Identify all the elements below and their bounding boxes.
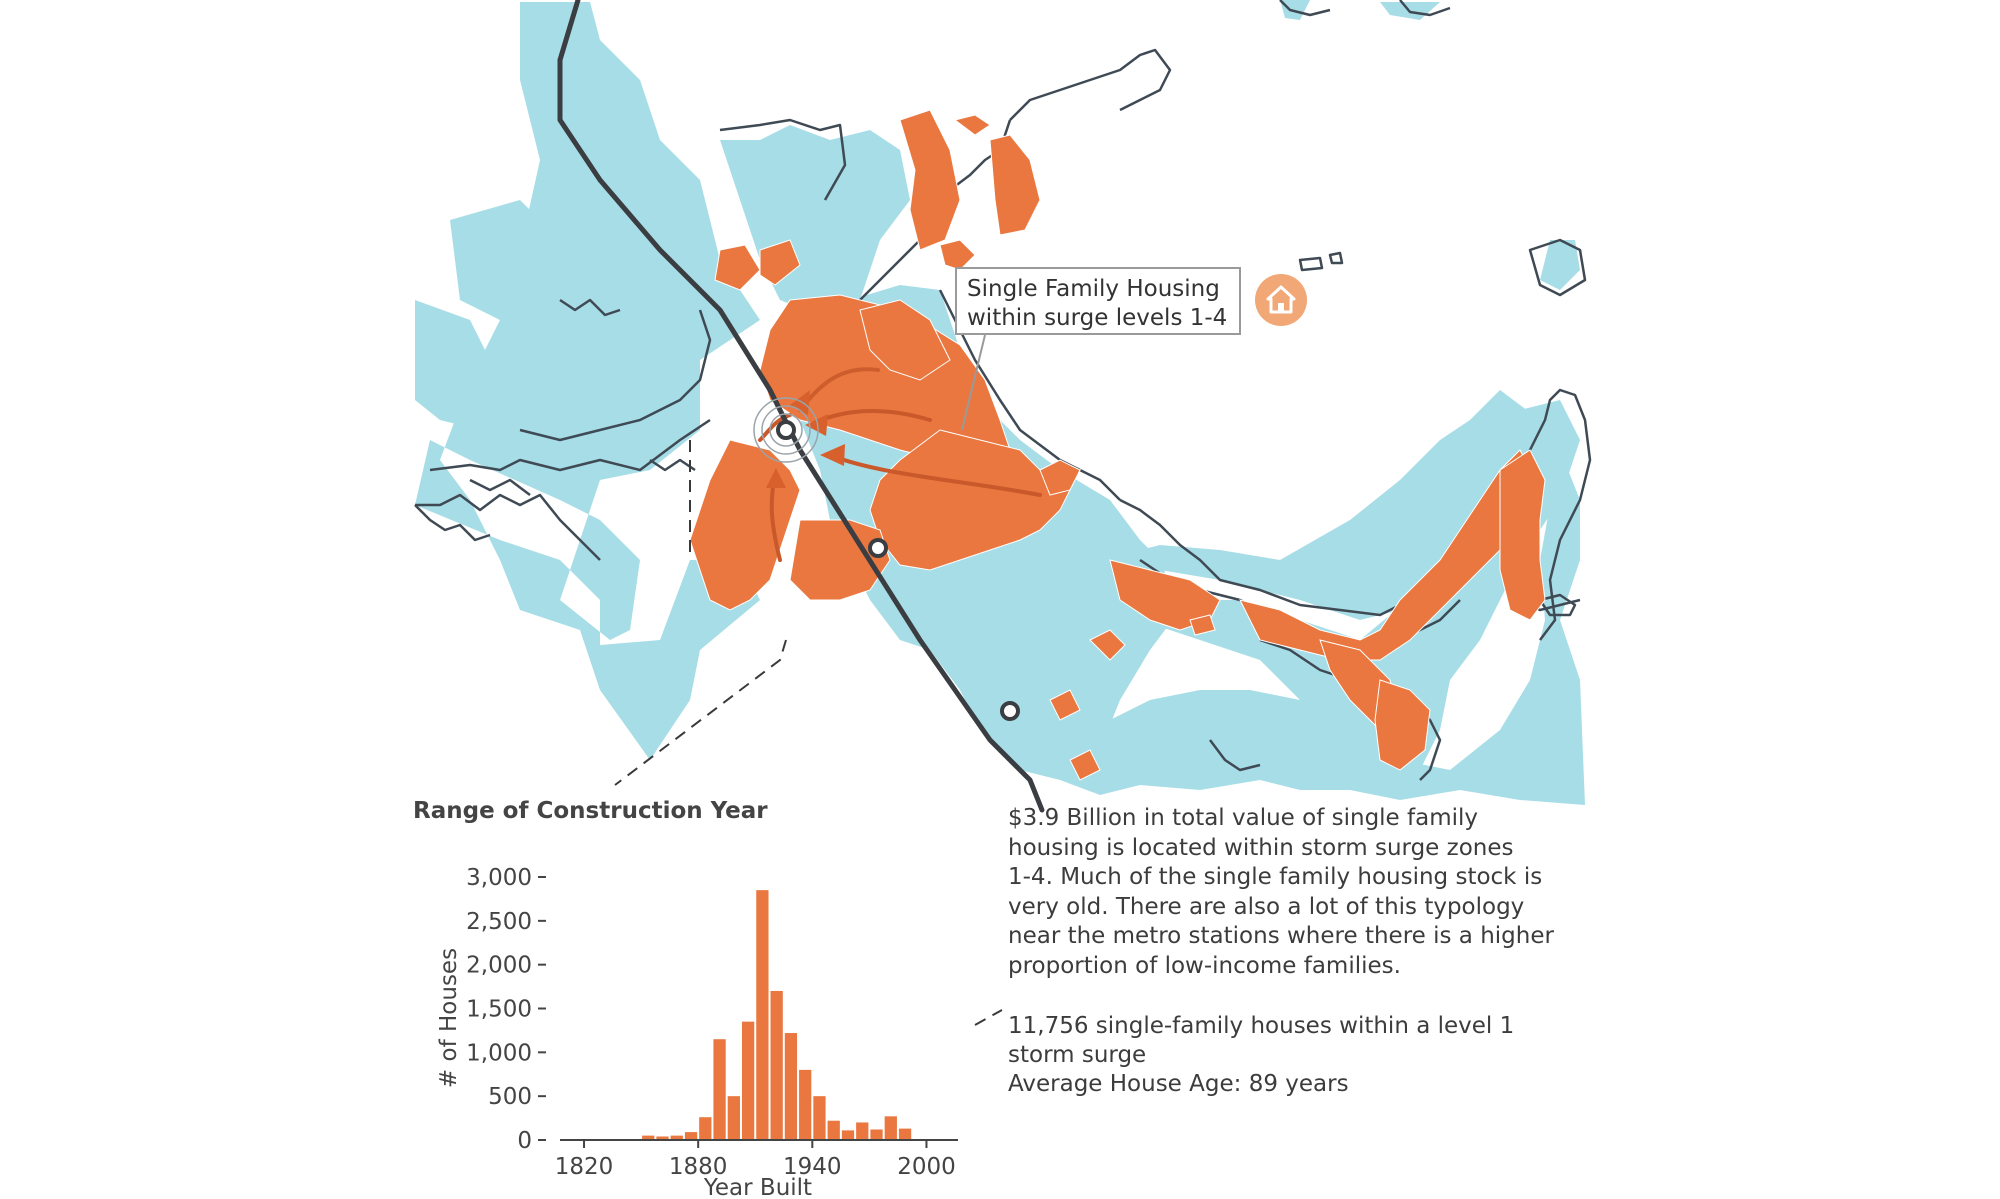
y-tick-label: 500: [488, 1084, 532, 1110]
x-axis-label: Year Built: [703, 1175, 812, 1199]
callout-line-1: Single Family Housing: [967, 276, 1220, 302]
histogram-bars: [642, 890, 912, 1140]
summary-line: housing is located within storm surge zo…: [1008, 834, 1514, 861]
x-tick-label: 2000: [897, 1154, 956, 1180]
stats-line: storm surge: [1008, 1042, 1147, 1068]
y-axis-label: # of Houses: [436, 948, 462, 1088]
histogram-bar: [799, 1069, 812, 1140]
y-tick-label: 2,000: [466, 953, 532, 979]
house-badge: [1255, 274, 1307, 326]
histogram-bar: [699, 1117, 712, 1140]
histogram-title: Range of Construction Year: [413, 798, 768, 824]
histogram-bar: [727, 1096, 740, 1140]
surge-zones: [415, 0, 1585, 805]
summary-text: $3.9 Billion in total value of single fa…: [1008, 804, 1568, 981]
summary-line: proportion of low-income families.: [1008, 952, 1401, 979]
histogram-bar: [770, 990, 783, 1140]
histogram-bar: [813, 1096, 826, 1140]
x-axis-ticks: 1820 1880 1940 2000: [555, 1140, 956, 1180]
arrow-heads: [766, 390, 845, 488]
stats-line: 11,756 single-family houses within a lev…: [1008, 1013, 1515, 1039]
station-target-rings: [753, 397, 819, 463]
summary-line: very old. There are also a lot of this t…: [1008, 893, 1525, 920]
x-tick-label: 1940: [783, 1154, 842, 1180]
y-tick-label: 2,500: [466, 909, 532, 935]
histogram-bar: [656, 1136, 669, 1140]
metro-station-3: [1000, 701, 1020, 721]
stats-text: 11,756 single-family houses within a lev…: [1008, 1012, 1568, 1099]
y-tick-label: 1,500: [466, 997, 532, 1023]
histogram-bar: [670, 1135, 683, 1140]
y-tick-label: 0: [517, 1128, 532, 1154]
histogram-bar: [756, 890, 769, 1140]
x-tick-label: 1820: [555, 1154, 614, 1180]
y-axis-ticks: 0 500 1,000 1,500 2,000 2,500 3,000: [466, 865, 546, 1154]
y-tick-label: 3,000: [466, 865, 532, 891]
house-icon: [1266, 285, 1296, 314]
histogram-bar: [827, 1120, 840, 1140]
summary-line: near the metro stations where there is a…: [1008, 923, 1554, 949]
callout-line-2: within surge levels 1-4: [967, 305, 1228, 331]
summary-line: $3.9 Billion in total value of single fa…: [1008, 805, 1479, 831]
histogram-bar: [870, 1129, 883, 1140]
dashed-boundary: [614, 440, 1003, 1026]
histogram-bar: [741, 1021, 755, 1140]
callout-leader: [961, 334, 986, 431]
histogram-bar: [841, 1130, 855, 1140]
metro-station-2: [868, 538, 888, 558]
histogram-bar: [884, 1116, 897, 1140]
y-tick-label: 1,000: [466, 1040, 532, 1066]
histogram-bar: [784, 1033, 798, 1140]
histogram-bar: [684, 1132, 698, 1140]
x-tick-label: 1880: [669, 1154, 728, 1180]
histogram-bar: [898, 1128, 912, 1140]
stats-line: Average House Age: 89 years: [1008, 1071, 1349, 1097]
histogram-bar: [856, 1122, 869, 1140]
histogram-bar: [642, 1135, 655, 1140]
metro-station-1: [776, 420, 796, 440]
metro-line: [557, 0, 1045, 813]
histogram-bar: [713, 1039, 726, 1140]
summary-line: 1-4. Much of the single family housing s…: [1008, 864, 1543, 890]
construction-year-histogram: 0 500 1,000 1,500 2,000 2,500 3,000 1820 1880 19…: [436, 865, 958, 1199]
callout-box: Single Family Housing within surge level…: [955, 267, 1241, 335]
